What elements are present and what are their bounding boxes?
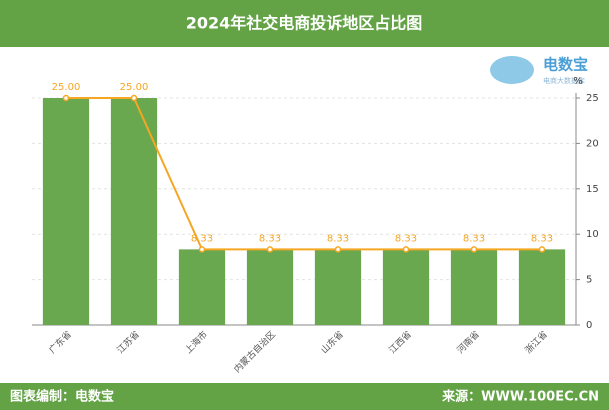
bar <box>178 249 226 325</box>
y-tick-label: 5 <box>586 275 592 286</box>
data-label: 8.33 <box>259 233 281 244</box>
logo-cloud <box>490 56 534 84</box>
data-label: 8.33 <box>327 233 349 244</box>
footer-right: 来源：WWW.100EC.CN <box>441 389 599 405</box>
header-bar <box>0 0 609 47</box>
logo-name: 电数宝 <box>543 56 588 74</box>
line-point <box>538 246 546 253</box>
y-tick-label: 15 <box>586 184 599 195</box>
data-label: 25.00 <box>120 82 149 93</box>
line-point <box>334 246 342 253</box>
line-point <box>470 246 478 253</box>
bar <box>450 249 498 325</box>
footer-left: 图表编制：电数宝 <box>10 389 114 405</box>
data-label: 8.33 <box>191 233 213 244</box>
bar <box>246 249 294 325</box>
bar <box>518 249 566 325</box>
line-point <box>62 94 70 102</box>
logo-tagline: 电商大数据库 <box>543 76 585 85</box>
y-tick-label: 20 <box>586 138 599 149</box>
bar <box>382 249 430 325</box>
line-point <box>402 246 410 253</box>
data-label: 8.33 <box>395 233 417 244</box>
y-unit: % <box>573 76 583 87</box>
data-label: 8.33 <box>463 233 485 244</box>
bar <box>110 98 158 325</box>
y-tick-label: 0 <box>586 320 592 331</box>
data-label: 25.00 <box>52 82 81 93</box>
line-point <box>130 94 138 102</box>
y-tick-label: 10 <box>586 229 599 240</box>
bar <box>314 249 362 325</box>
line-point <box>198 246 206 253</box>
line <box>66 97 542 251</box>
chart-title: 2024年社交电商投诉地区占比图 <box>186 14 423 33</box>
line-point <box>266 246 274 253</box>
logo: 电数宝 电商大数据库 <box>490 56 588 85</box>
y-tick-label: 25 <box>586 93 599 104</box>
bar <box>42 98 90 325</box>
data-label: 8.33 <box>531 233 553 244</box>
footer-bar <box>0 383 609 410</box>
